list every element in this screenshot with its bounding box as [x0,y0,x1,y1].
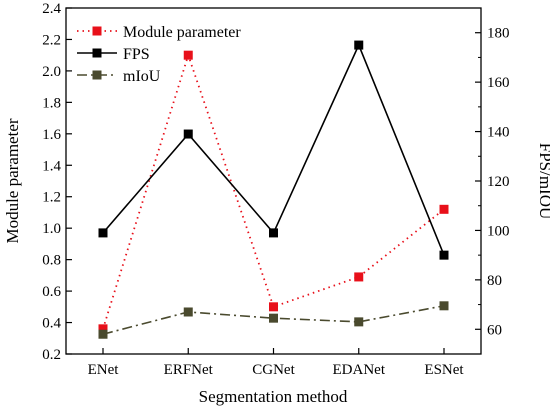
series-layer [98,40,449,339]
left-tick-label: 2.4 [42,1,61,17]
left-axis-title: Module parameter [3,118,22,243]
series-line-3 [102,305,445,336]
legend-marker [92,70,102,80]
data-point [354,272,364,282]
data-point [269,228,278,238]
data-point [183,129,193,139]
right-tick-label: 180 [487,26,510,42]
left-axis: 0.2 0.4 0.6 0.8 1.0 1.2 1.4 1.6 1.8 2.0 2.2 2.4 [42,1,72,363]
x-tick-label: CGNet [252,362,295,378]
right-tick-label: 120 [487,174,510,190]
right-tick-label: 80 [487,273,502,289]
legend-marker [92,26,102,36]
legend-marker [92,48,102,58]
data-point [439,250,449,260]
x-axis-title: Segmentation method [199,387,348,406]
data-point [183,307,193,317]
series-line-1 [102,52,445,330]
x-tick-label: EDANet [333,362,386,378]
data-point [98,329,108,339]
x-tick-label: ESNet [424,362,464,378]
left-tick-label: 0.2 [42,347,61,363]
right-tick-label: 60 [487,322,502,338]
data-point [269,302,278,312]
left-tick-label: 0.6 [42,284,61,300]
x-tick-label: ENet [88,362,120,378]
legend-label: Module parameter [123,24,241,41]
right-axis-title: FPS/mIOU [536,143,550,220]
data-point [269,313,278,323]
legend-label: FPS [123,46,150,63]
right-tick-label: 100 [487,223,510,239]
right-axis: 60 80 100 120 140 160 180 [475,7,510,355]
legend-label: mIoU [123,68,161,85]
data-point [183,50,193,60]
left-tick-label: 1.8 [42,95,61,111]
left-tick-label: 1.4 [42,158,61,174]
left-tick-label: 1.2 [42,190,61,206]
data-point [98,228,108,238]
data-point [439,204,449,214]
right-tick-label: 140 [487,125,510,141]
left-tick-label: 0.4 [42,316,61,332]
left-tick-label: 0.8 [42,253,61,269]
left-tick-label: 2.0 [42,64,61,80]
x-tick-label: ERFNet [164,362,214,378]
data-point [354,40,364,50]
right-tick-label: 160 [487,75,510,91]
left-tick-label: 1.6 [42,127,61,143]
data-point [98,324,108,334]
data-point [354,317,364,327]
left-tick-label: 2.2 [42,32,61,48]
legend: Module parameter FPS mIoU [77,24,241,85]
x-axis: ENet ERFNet CGNet EDANet ESNet [88,348,464,378]
left-tick-label: 1.0 [42,221,61,237]
data-point [439,301,449,311]
